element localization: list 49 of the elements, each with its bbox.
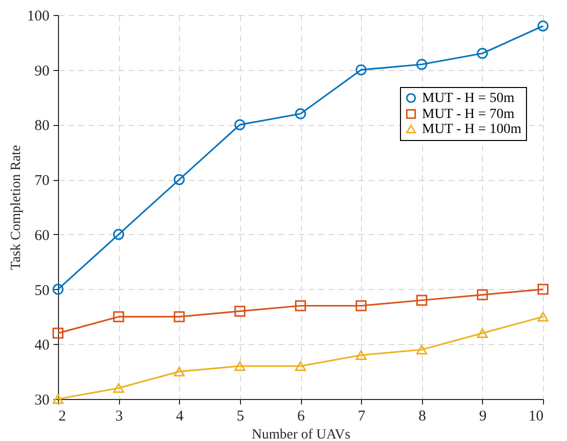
point: [538, 312, 548, 322]
point: [476, 48, 488, 59]
point: [52, 394, 64, 404]
y-tick-label: 50: [34, 282, 50, 299]
legend-label: MUT - H = 70m: [422, 107, 515, 122]
point: [234, 361, 246, 371]
point: [174, 311, 185, 322]
point: [113, 228, 124, 240]
point: [538, 20, 548, 32]
point: [52, 284, 64, 295]
point: [295, 300, 306, 312]
point: [52, 328, 64, 339]
point: [416, 58, 428, 70]
point: [356, 64, 367, 76]
y-tick-label: 30: [34, 392, 50, 408]
y-tick-label: 40: [34, 338, 50, 354]
x-tick-label: 4: [176, 408, 184, 424]
y-tick-label: 60: [34, 228, 50, 244]
y-tick-label: 70: [34, 173, 50, 190]
point: [476, 328, 488, 338]
y-tick-label: 100: [27, 8, 50, 24]
x-tick-label: 6: [297, 408, 306, 424]
point: [174, 366, 185, 376]
point: [476, 289, 488, 300]
x-tick-label: 9: [479, 408, 487, 424]
point: [538, 284, 548, 295]
x-axis-title: Number of UAVs: [252, 428, 350, 441]
point: [416, 344, 428, 354]
point: [234, 306, 246, 317]
x-tick-label: 7: [358, 408, 366, 424]
y-tick-label: 80: [34, 118, 50, 134]
x-tick-label: 2: [58, 408, 66, 424]
point: [234, 119, 246, 130]
point: [416, 294, 428, 306]
point: [356, 350, 367, 360]
point: [356, 300, 367, 312]
point: [295, 108, 306, 120]
x-tick-label: 3: [115, 408, 123, 424]
legend-label: MUT - H = 50m: [422, 91, 515, 106]
y-axis-title: Task Completion Rate: [9, 144, 24, 270]
point: [113, 311, 124, 322]
x-tick-label: 5: [236, 408, 244, 424]
y-tick-label: 90: [34, 63, 50, 80]
point: [295, 361, 306, 371]
legend-label: MUT - H = 100m: [422, 122, 522, 137]
point: [113, 383, 124, 393]
x-tick-label: 8: [418, 408, 426, 424]
x-tick-label: 10: [528, 408, 544, 424]
point: [174, 174, 185, 186]
